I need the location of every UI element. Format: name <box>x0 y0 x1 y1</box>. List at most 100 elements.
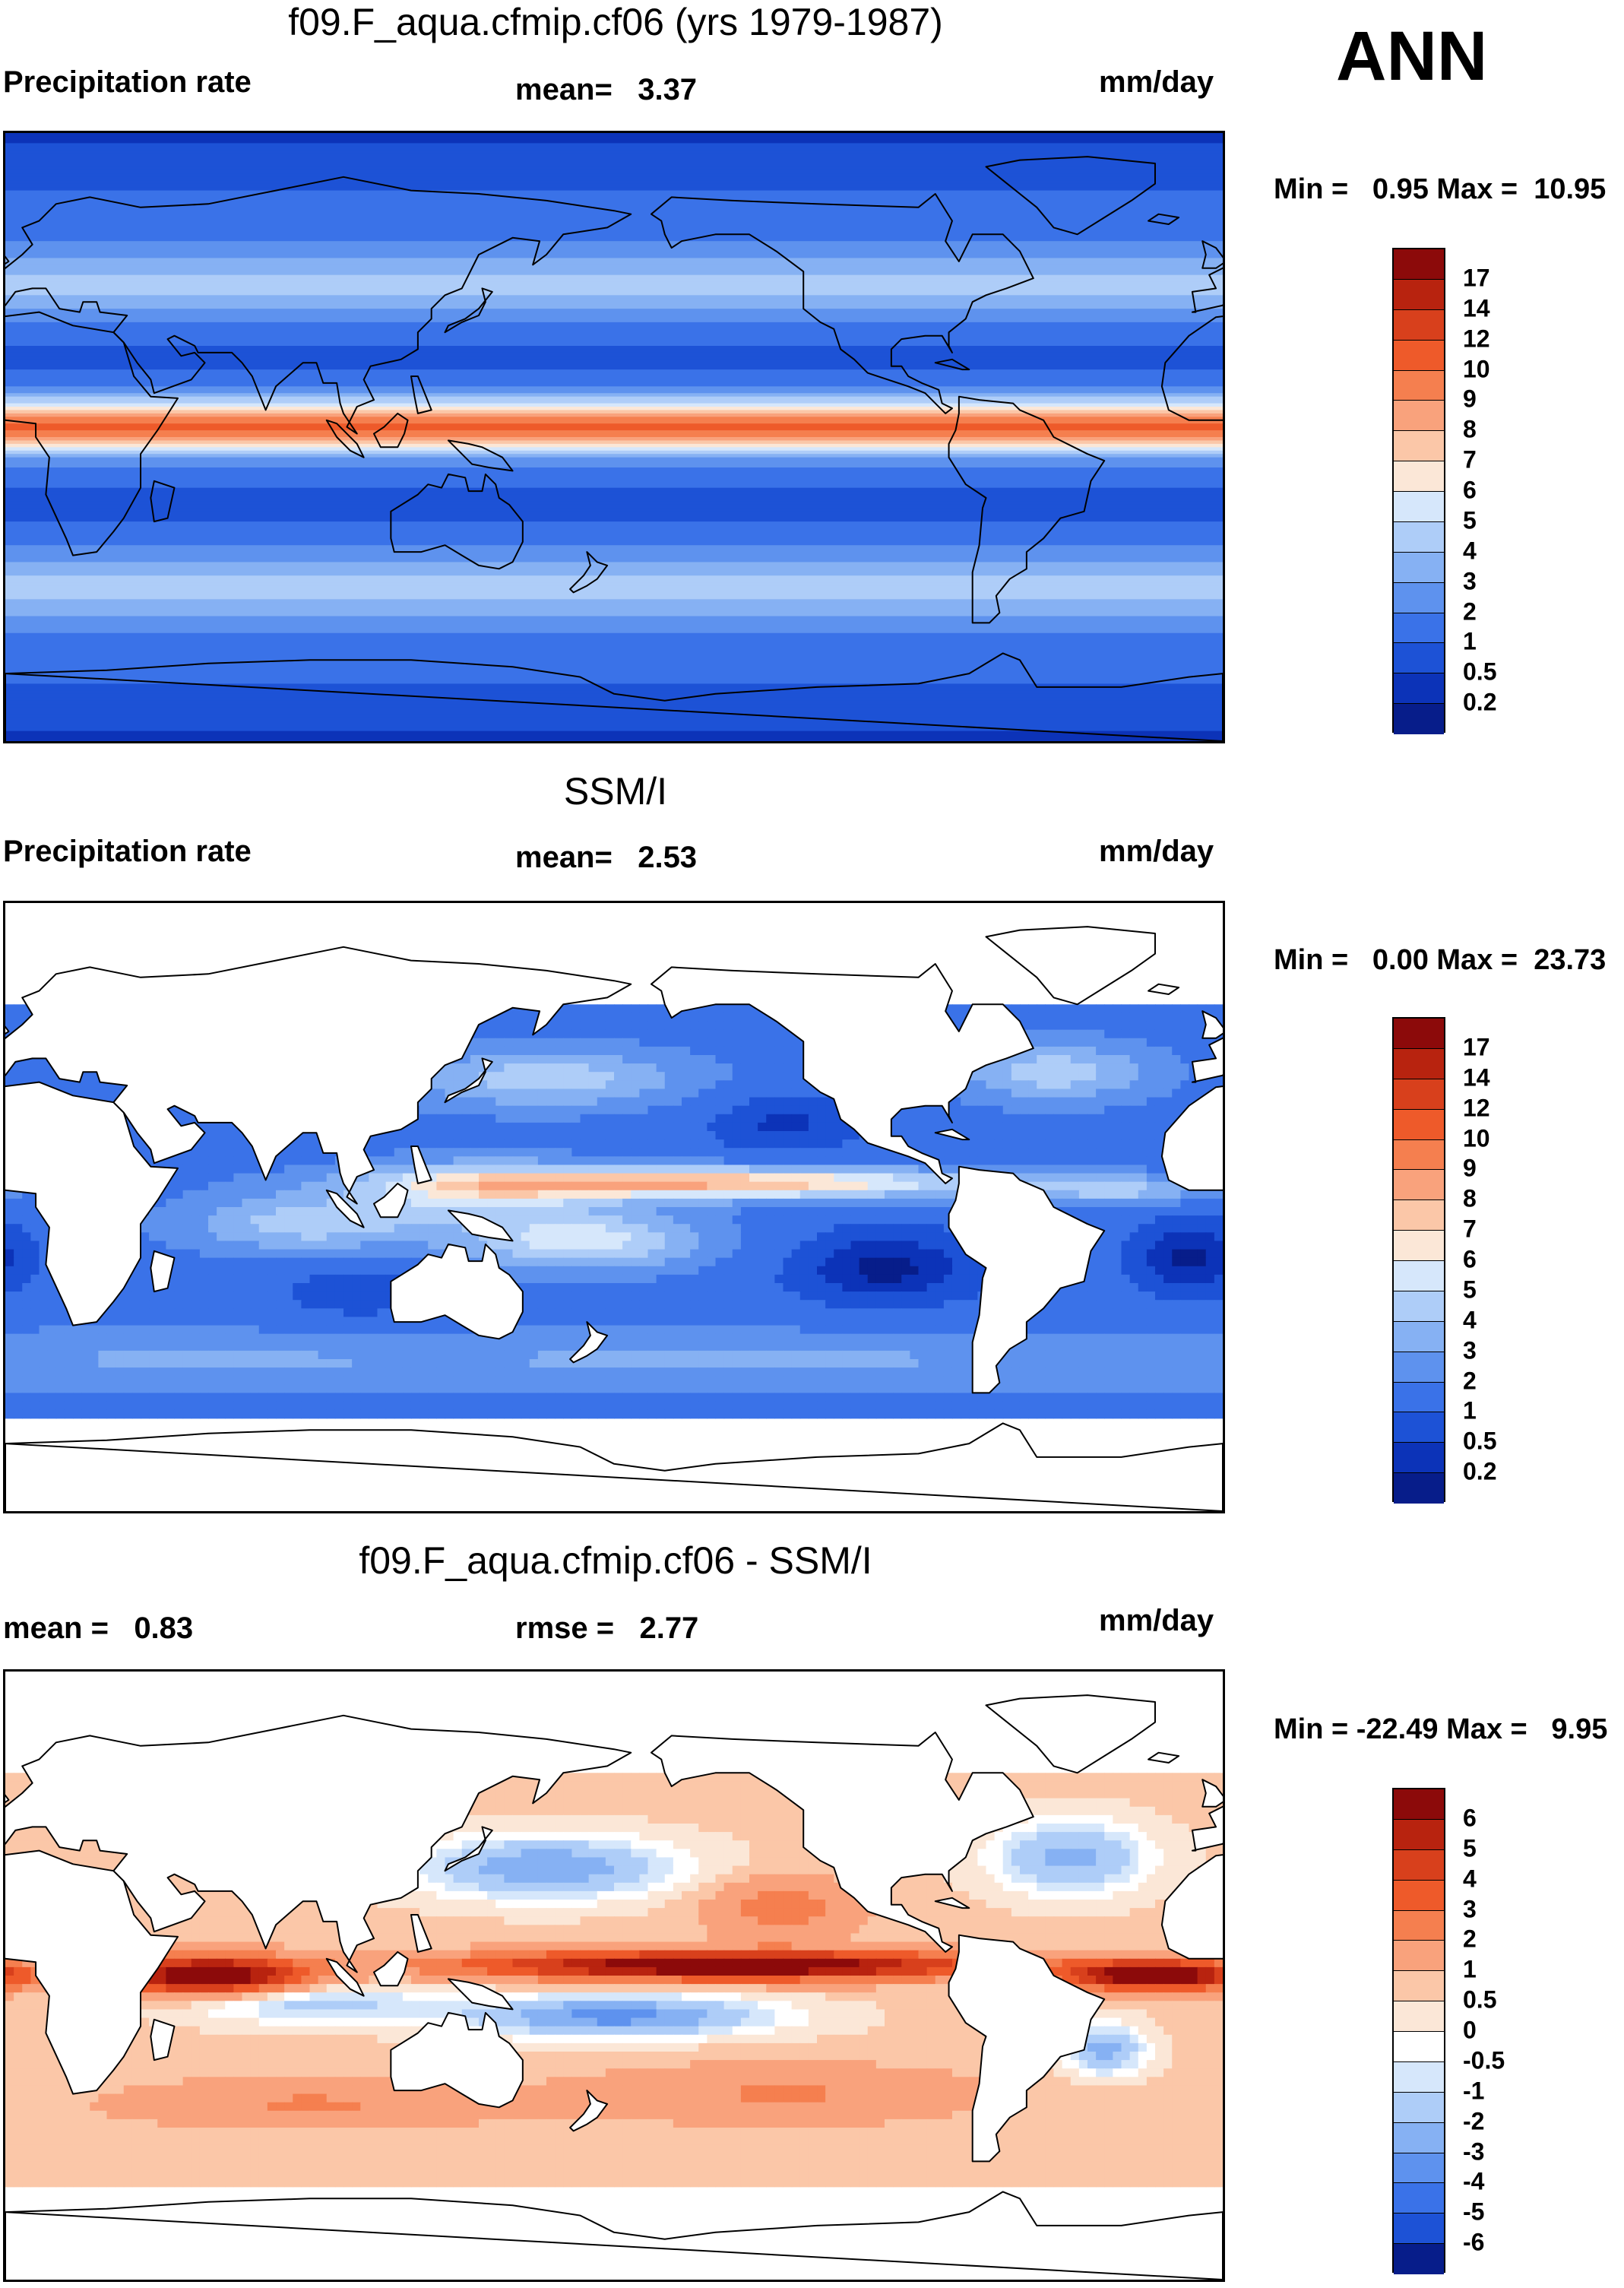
panel2-grid-cell <box>580 1122 590 1132</box>
panel2-grid-cell <box>1205 1046 1215 1056</box>
panel2-grid-cell <box>301 1173 311 1183</box>
colorbar-segment <box>1394 340 1444 371</box>
panel2-grid-cell <box>546 1148 556 1157</box>
panel2-grid-cell <box>1129 1055 1139 1064</box>
panel2-grid-cell <box>563 1257 572 1267</box>
panel2-grid-cell <box>1189 1198 1198 1208</box>
panel2-grid-cell <box>258 1232 268 1242</box>
panel2-grid-cell <box>783 1156 793 1166</box>
panel2-grid-cell <box>217 1215 226 1225</box>
panel2-grid-cell <box>174 1249 184 1259</box>
panel2-grid-cell <box>1214 1207 1223 1216</box>
panel2-grid-cell <box>969 1266 978 1276</box>
panel2-grid-cell <box>445 1080 454 1090</box>
panel2-grid-cell <box>1037 1139 1046 1149</box>
panel2-grid-cell <box>233 1224 243 1233</box>
panel2-grid-cell <box>1154 1089 1164 1098</box>
panel2-grid-cell <box>758 1029 767 1039</box>
panel2-grid-cell <box>199 1190 209 1199</box>
precip-band <box>5 309 1223 313</box>
panel2-grid-cell <box>783 1224 793 1233</box>
panel2-grid-cell <box>622 1029 632 1039</box>
panel2-grid-cell <box>233 1165 243 1174</box>
panel2-grid-cell <box>1129 1105 1139 1115</box>
panel2-grid-cell <box>723 1181 733 1191</box>
panel2-grid-cell <box>1045 1046 1055 1056</box>
panel2-grid-cell <box>951 1266 961 1276</box>
panel2-grid-cell <box>926 1139 936 1149</box>
panel2-grid-cell <box>504 1038 514 1047</box>
panel2-grid-cell <box>1062 1029 1072 1039</box>
panel2-grid-cell <box>1121 1266 1131 1276</box>
panel2-grid-cell <box>783 1274 793 1284</box>
panel2-grid-cell <box>1113 1139 1122 1149</box>
panel2-grid-cell <box>555 1207 564 1216</box>
panel2-grid-cell <box>318 1181 328 1191</box>
panel2-grid-cell <box>571 1232 581 1242</box>
panel2-grid-cell <box>605 1224 615 1233</box>
panel2-grid-cell <box>588 1004 598 1014</box>
panel2-grid-cell <box>445 1131 454 1140</box>
panel2-grid-cell <box>825 1131 834 1140</box>
panel2-grid-cell <box>690 1012 699 1022</box>
panel2-grid-cell <box>512 1215 522 1225</box>
panel2-grid-cell <box>723 1232 733 1242</box>
precip-band <box>5 430 1223 435</box>
panel2-grid-cell <box>191 1257 201 1267</box>
panel2-grid-cell <box>1129 1122 1139 1132</box>
panel2-grid-cell <box>166 1181 176 1191</box>
panel2-grid-cell <box>30 1063 40 1073</box>
panel2-grid-cell <box>1163 1055 1173 1064</box>
panel2-grid-cell <box>1138 1165 1148 1174</box>
panel2-grid-cell <box>986 1122 996 1132</box>
panel2-grid-cell <box>732 1122 742 1132</box>
panel2-grid-cell <box>470 1139 480 1149</box>
panel2-grid-cell <box>774 1046 784 1056</box>
panel2-grid-cell <box>631 1198 640 1208</box>
panel2-grid-cell <box>1062 1198 1072 1208</box>
panel2-grid-cell <box>774 1021 784 1031</box>
panel2-grid-cell <box>682 1181 691 1191</box>
panel2-grid-cell <box>783 1080 793 1090</box>
panel2-grid-cell <box>402 1198 412 1208</box>
precip-band <box>5 153 1223 157</box>
panel2-grid-cell <box>673 1207 682 1216</box>
panel2-grid-cell <box>334 1215 344 1225</box>
panel2-grid-cell <box>487 1215 496 1225</box>
panel2-grid-cell <box>1019 1165 1029 1174</box>
panel2-grid-cell <box>1037 1038 1046 1047</box>
panel2-grid-cell <box>926 1215 936 1225</box>
panel2-grid-cell <box>521 1114 530 1123</box>
panel2-grid-cell <box>1197 1266 1207 1276</box>
panel2-grid-cell <box>969 1148 978 1157</box>
panel2-grid-cell <box>1154 1114 1164 1123</box>
panel2-grid-cell <box>817 1224 826 1233</box>
precip-band <box>5 724 1223 728</box>
panel2-grid-cell <box>39 1072 49 1081</box>
panel2-grid-cell <box>1019 1072 1029 1081</box>
panel2-grid-cell <box>791 1232 801 1242</box>
panel2-grid-cell <box>605 1156 615 1166</box>
panel2-grid-cell <box>487 1131 496 1140</box>
panel2-grid-cell <box>208 1139 217 1149</box>
panel2-grid-cell <box>994 1122 1004 1132</box>
panel2-grid-cell <box>461 1198 471 1208</box>
panel2-grid-cell <box>918 1257 928 1267</box>
panel2-grid-cell <box>690 1089 699 1098</box>
panel2-grid-cell <box>563 1131 572 1140</box>
panel2-grid-cell <box>436 1139 446 1149</box>
panel2-grid-cell <box>1172 1021 1181 1031</box>
panel2-grid-cell <box>740 1249 750 1259</box>
panel2-grid-cell <box>445 1173 454 1183</box>
panel2-grid-cell <box>893 1122 902 1132</box>
panel2-grid-cell <box>1138 1122 1148 1132</box>
panel2-grid-cell <box>90 1080 99 1090</box>
panel2-grid-cell <box>969 1131 978 1140</box>
panel2-grid-cell <box>529 1173 539 1183</box>
panel2-grid-cell <box>478 1148 488 1157</box>
panel2-grid-cell <box>495 1148 505 1157</box>
panel2-grid-cell <box>969 1089 978 1098</box>
panel2-grid-cell <box>495 1089 505 1098</box>
panel2-grid-cell <box>867 1173 877 1183</box>
precip-band <box>5 717 1223 721</box>
